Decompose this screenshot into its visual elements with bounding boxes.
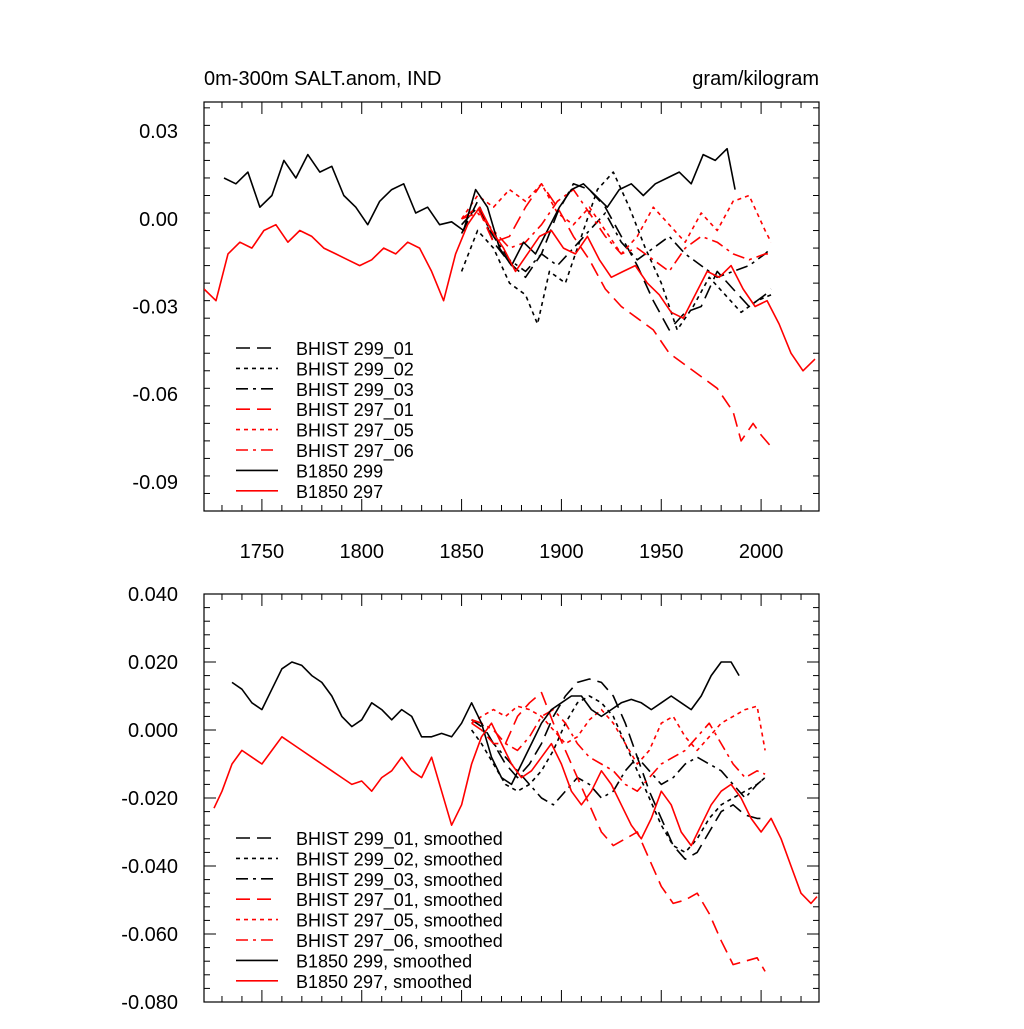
- series-line-2: [470, 695, 766, 854]
- series-line-1: [460, 183, 772, 331]
- legend-label: BHIST 299_02: [296, 359, 414, 380]
- legend-label: BHIST 297_01, smoothed: [296, 890, 503, 911]
- legend-label: BHIST 297_06, smoothed: [296, 931, 503, 952]
- y-tick-label: 0.00: [139, 209, 178, 231]
- legend-label: BHIST 299_03, smoothed: [296, 870, 503, 891]
- chart-panel-2: 0.040 0.020 0.000 -0.020 -0.040 -0.060 -0.080 B…: [121, 584, 820, 1014]
- legend-label: BHIST 297_05: [296, 421, 414, 442]
- series-line-4: [461, 183, 772, 448]
- x-tick-label: 1900: [539, 541, 584, 563]
- units-label: gram/kilogram: [692, 68, 819, 90]
- y-tick-label: -0.020: [121, 788, 178, 810]
- y-tick-label: 0.020: [128, 652, 178, 674]
- legend-label: BHIST 297_06: [296, 441, 414, 462]
- x-tick-label: 1950: [639, 541, 684, 563]
- series-line-6: [471, 708, 766, 793]
- series-line-2: [460, 171, 772, 331]
- series-line-3: [461, 206, 772, 279]
- legend-label: BHIST 299_03: [296, 380, 414, 401]
- x-tick-label: 1850: [439, 541, 484, 563]
- series-group: [204, 147, 816, 448]
- legend-label: BHIST 297_05, smoothed: [296, 911, 503, 932]
- x-tick-label: 2000: [739, 541, 784, 563]
- legend-label: B1850 299, smoothed: [296, 951, 472, 971]
- series-line-4: [471, 691, 766, 972]
- plot-frame: [203, 101, 820, 512]
- x-tick-label: 1800: [339, 541, 384, 563]
- legend-label: B1850 297: [296, 482, 383, 502]
- y-tick-label: 0.040: [128, 584, 178, 606]
- chart-panel-1: 1750 1800 1850 1900 1950 2000 0.03 0.00 -0.03 -0.…: [132, 68, 820, 563]
- y-tick-label: -0.040: [121, 856, 178, 878]
- y-tick-label: -0.060: [121, 924, 178, 946]
- y-tick-label: 0.000: [128, 720, 178, 742]
- chart-title: 0m-300m SALT.anom, IND: [204, 68, 442, 90]
- series-line-5: [471, 705, 766, 765]
- y-tick-label: -0.080: [121, 992, 178, 1014]
- legend-label: BHIST 299_01: [296, 339, 414, 360]
- series-line-7: [223, 147, 736, 267]
- legend-label: BHIST 299_01, smoothed: [296, 829, 503, 850]
- series-line-6: [461, 188, 772, 273]
- x-tick-label: 1750: [240, 541, 285, 563]
- legend-label: B1850 299: [296, 461, 383, 481]
- series-line-8: [213, 722, 818, 905]
- y-tick-label: -0.09: [132, 472, 178, 494]
- series-line-1: [471, 678, 766, 861]
- legend-label: BHIST 297_01: [296, 400, 414, 421]
- series-line-7: [231, 661, 740, 786]
- y-tick-label: -0.03: [132, 297, 178, 319]
- y-tick-label: 0.03: [139, 121, 178, 143]
- y-tick-label: -0.06: [132, 384, 178, 406]
- series-group: [213, 661, 818, 972]
- series-line-8: [204, 206, 816, 372]
- legend-label: B1850 297, smoothed: [296, 972, 472, 992]
- legend-label: BHIST 299_02, smoothed: [296, 849, 503, 870]
